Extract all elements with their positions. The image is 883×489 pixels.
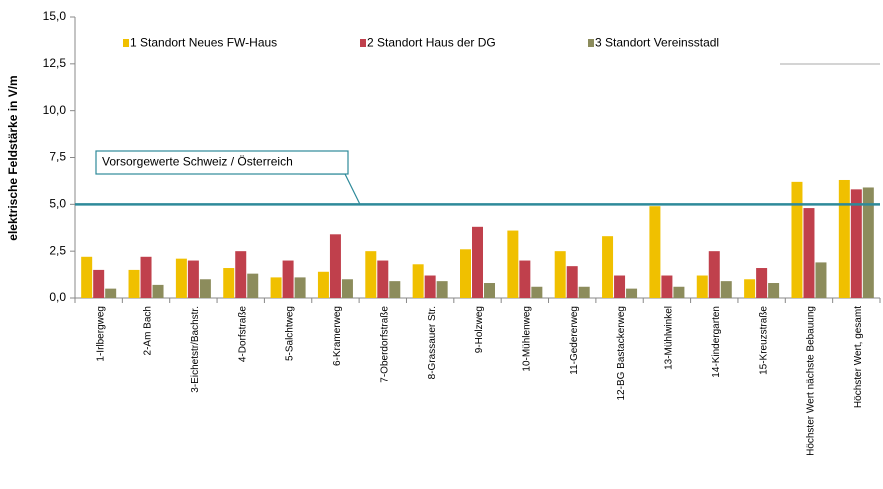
y-tick-label: 5,0 — [49, 197, 66, 211]
bar — [199, 279, 211, 298]
bar — [81, 256, 93, 298]
bar — [578, 286, 590, 298]
x-tick-label: 8-Grassauer Str. — [427, 306, 438, 379]
x-tick-label: 1-Irlbergweg — [95, 306, 106, 362]
y-tick-label: 12,5 — [43, 56, 67, 70]
bar — [282, 260, 294, 298]
legend-swatch — [360, 39, 366, 47]
bar — [223, 268, 235, 298]
bar — [365, 251, 377, 298]
bar — [614, 275, 626, 298]
bar — [484, 283, 495, 298]
y-tick-label: 15,0 — [43, 9, 67, 23]
x-tick-label: Höchster Wert nächste Bebauung — [806, 306, 817, 456]
bar — [756, 268, 768, 298]
bar — [720, 281, 732, 298]
bar — [696, 275, 708, 298]
bar — [235, 251, 247, 298]
bar — [768, 283, 780, 298]
bar — [294, 277, 306, 298]
bar — [436, 281, 448, 298]
y-tick-label: 7,5 — [49, 150, 66, 164]
bar — [105, 288, 117, 298]
bar — [247, 273, 259, 298]
bar — [862, 187, 874, 298]
x-tick-label: 3-Eichetstr/Bachstr. — [190, 306, 201, 393]
x-tick-label: 9-Holzweg — [474, 306, 485, 353]
y-tick-label: 2,5 — [49, 243, 66, 257]
bar — [554, 251, 566, 298]
bar — [152, 284, 164, 298]
bar — [803, 208, 815, 298]
x-tick-label: 12-BG Bastackerweg — [616, 306, 627, 401]
callout-pointer — [300, 173, 361, 205]
bar — [128, 269, 140, 298]
bar — [412, 264, 424, 298]
bar — [626, 288, 638, 298]
bar — [531, 286, 543, 298]
y-axis-label: elektrische Feldstärke in V/m — [6, 75, 20, 240]
x-tick-label: 15-Kreuzstraße — [758, 306, 769, 375]
x-tick-label: 5-Salchtweg — [285, 306, 296, 361]
bar — [519, 260, 531, 298]
x-tick-label: 11-Gedererweg — [569, 306, 580, 375]
bar — [341, 279, 353, 298]
bar — [649, 206, 661, 298]
bar — [140, 256, 152, 298]
annotation-box — [95, 150, 349, 175]
bar — [329, 234, 341, 298]
bar — [838, 179, 850, 298]
bar — [472, 226, 483, 298]
bar — [661, 275, 673, 298]
annotation: Vorsorgewerte Schweiz / Österreich — [102, 155, 293, 169]
bar — [93, 269, 105, 298]
x-tick-label: 13-Mühlwinkel — [664, 306, 675, 370]
x-tick-label: 14-Kindergarten — [711, 306, 722, 378]
x-tick-label: 2-Am Bach — [143, 306, 154, 355]
x-tick-label: 7-Oberdorfstraße — [379, 306, 390, 383]
bar — [270, 277, 282, 298]
y-tick-label: 10,0 — [43, 103, 67, 117]
bar — [389, 281, 401, 298]
bar — [815, 262, 827, 298]
bar — [507, 230, 519, 298]
bar — [566, 266, 578, 298]
bar — [377, 260, 389, 298]
x-tick-label: 10-Mühlenweg — [521, 306, 532, 372]
legend-label: 2 Standort Haus der DG — [367, 36, 496, 50]
bar — [850, 189, 862, 298]
x-tick-label: 6-Kramerweg — [332, 306, 343, 366]
bar — [744, 279, 756, 298]
x-tick-label: Höchster Wert, gesamt — [853, 306, 864, 408]
y-tick-label: 0,0 — [49, 290, 66, 304]
bar — [602, 236, 614, 298]
legend-swatch — [123, 39, 129, 47]
legend-label: 1 Standort Neues FW-Haus — [130, 36, 277, 50]
bar — [460, 249, 471, 298]
bar — [317, 271, 329, 298]
bar — [791, 181, 803, 298]
legend-label: 3 Standort Vereinsstadl — [595, 36, 719, 50]
bar — [187, 260, 199, 298]
legend-swatch — [588, 39, 594, 47]
bar — [673, 286, 685, 298]
x-tick-label: 4-Dorfstraße — [237, 306, 248, 363]
bar — [175, 258, 187, 298]
bar — [424, 275, 436, 298]
bar — [708, 251, 720, 298]
